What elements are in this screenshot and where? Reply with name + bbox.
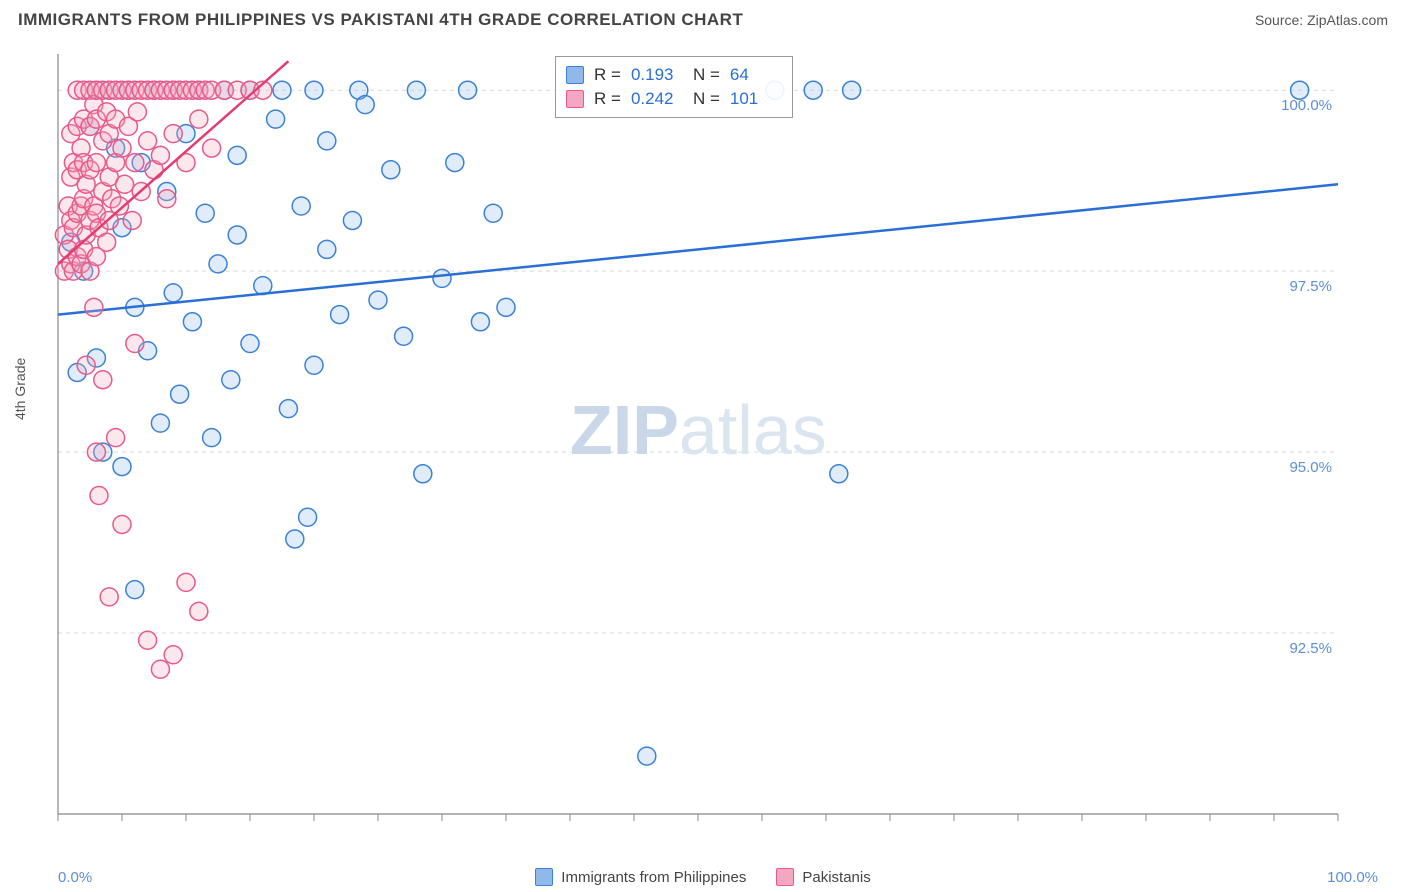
stat-row: R = 0.193 N = 64 bbox=[566, 63, 782, 87]
legend-swatch-series1 bbox=[535, 868, 553, 886]
stat-swatch bbox=[566, 90, 584, 108]
svg-text:100.0%: 100.0% bbox=[1281, 97, 1332, 114]
svg-text:97.5%: 97.5% bbox=[1289, 278, 1332, 295]
x-axis-max-label: 100.0% bbox=[1327, 869, 1378, 886]
stat-n-value: 101 bbox=[730, 89, 782, 109]
x-axis-min-label: 0.0% bbox=[58, 869, 92, 886]
stat-swatch bbox=[566, 66, 584, 84]
stat-r-value: 0.193 bbox=[631, 65, 683, 85]
correlation-stats-box: R = 0.193 N = 64 R = 0.242 N = 101 bbox=[555, 56, 793, 118]
stat-r-label: R = bbox=[594, 65, 621, 85]
chart-title: IMMIGRANTS FROM PHILIPPINES VS PAKISTANI… bbox=[18, 10, 743, 30]
stat-r-label: R = bbox=[594, 89, 621, 109]
legend-label-series1: Immigrants from Philippines bbox=[561, 869, 746, 886]
source-value: ZipAtlas.com bbox=[1307, 12, 1388, 28]
y-axis-label: 4th Grade bbox=[12, 358, 28, 420]
svg-text:92.5%: 92.5% bbox=[1289, 640, 1332, 657]
stat-r-value: 0.242 bbox=[631, 89, 683, 109]
legend-item-series1: Immigrants from Philippines bbox=[535, 868, 746, 886]
stat-n-label: N = bbox=[693, 89, 720, 109]
scatter-chart-svg: 92.5% 95.0% 97.5% 100.0% bbox=[50, 44, 1370, 834]
source-label: Source: bbox=[1255, 12, 1307, 28]
source-attribution: Source: ZipAtlas.com bbox=[1255, 12, 1388, 28]
stat-n-label: N = bbox=[693, 65, 720, 85]
legend-swatch-series2 bbox=[776, 868, 794, 886]
stat-n-value: 64 bbox=[730, 65, 782, 85]
legend-label-series2: Pakistanis bbox=[802, 869, 870, 886]
x-axis-legend: Immigrants from Philippines Pakistanis bbox=[0, 868, 1406, 886]
legend-item-series2: Pakistanis bbox=[776, 868, 870, 886]
chart-area: 92.5% 95.0% 97.5% 100.0% bbox=[50, 44, 1370, 834]
svg-text:95.0%: 95.0% bbox=[1289, 459, 1332, 476]
stat-row: R = 0.242 N = 101 bbox=[566, 87, 782, 111]
